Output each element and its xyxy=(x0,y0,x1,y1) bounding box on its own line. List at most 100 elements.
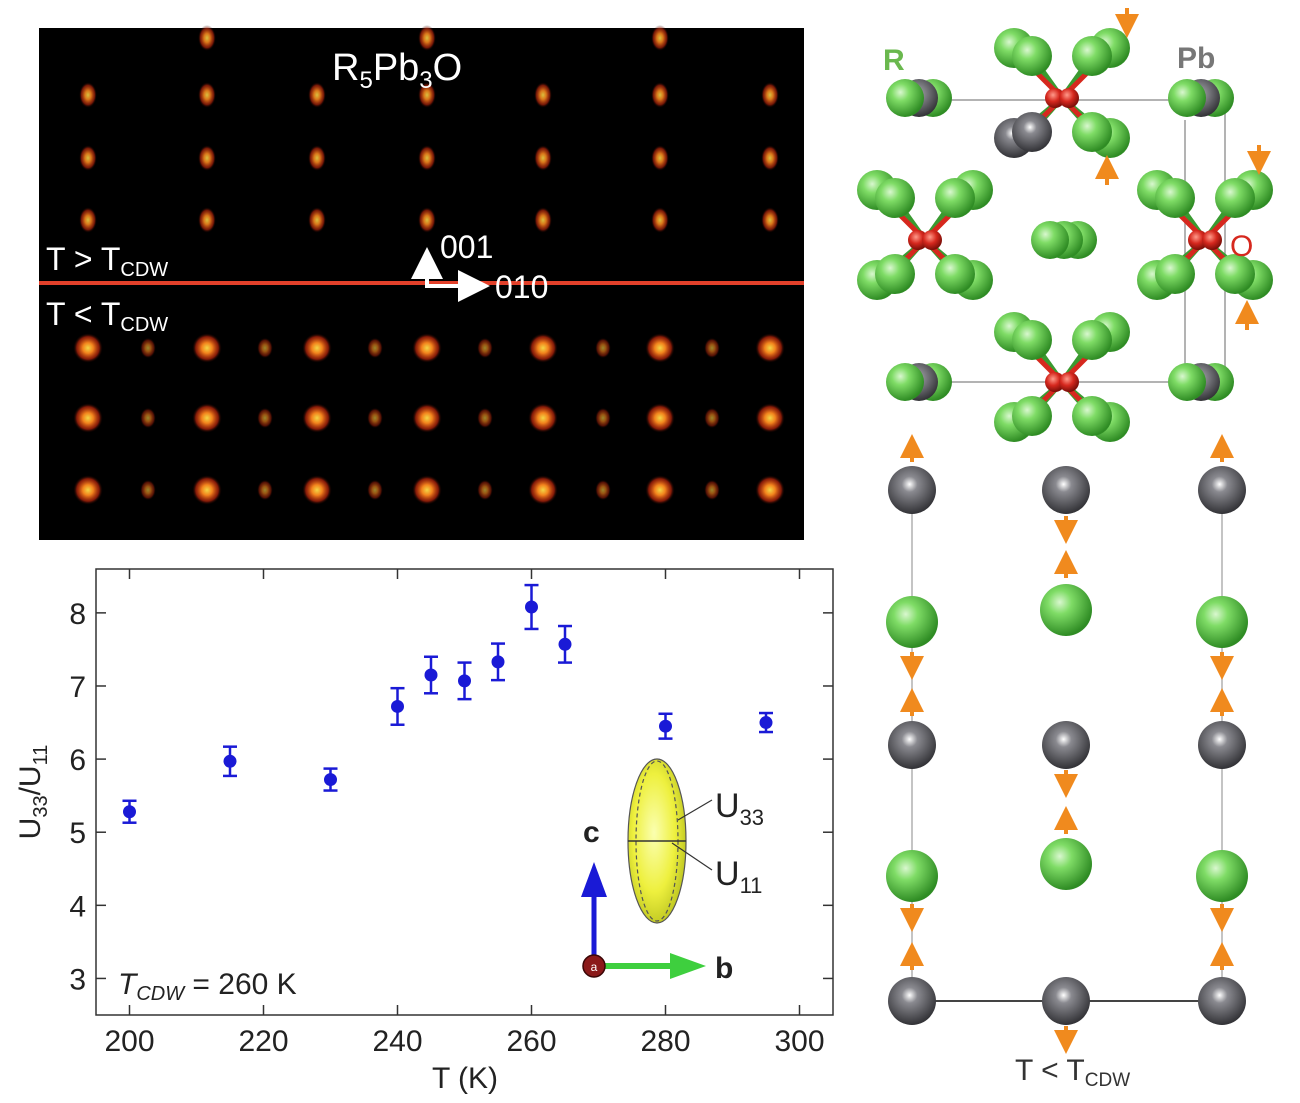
diffraction-spot xyxy=(73,403,103,433)
diffraction-spot xyxy=(651,82,669,108)
pb-atom xyxy=(1042,466,1090,514)
diffraction-spot xyxy=(477,479,493,501)
diffraction-spot xyxy=(79,82,97,108)
diffraction-spot xyxy=(645,403,675,433)
diffraction-spot xyxy=(367,479,383,501)
axis-001-label: 001 xyxy=(440,229,493,265)
a-axis-label: a xyxy=(591,960,598,974)
pb-atom xyxy=(888,977,936,1025)
diffraction-spot xyxy=(651,207,669,233)
diffraction-spot xyxy=(761,145,779,171)
data-point xyxy=(424,668,438,682)
r-atom xyxy=(1215,178,1255,218)
diffraction-panel: R5Pb3O T > TCDW T < TCDW 001 010 xyxy=(39,25,804,540)
o-atom xyxy=(1202,230,1222,250)
diffraction-spot xyxy=(528,475,558,505)
r-atom xyxy=(1072,36,1112,76)
diffraction-spot xyxy=(302,403,332,433)
axis-ticks: 200 220 240 260 280 300 3 4 5 6 7 8 xyxy=(69,569,833,1058)
r-atom xyxy=(1012,396,1052,436)
u11-leader xyxy=(671,842,713,871)
x-axis-label: T (K) xyxy=(432,1062,498,1095)
y-tick-label: 3 xyxy=(69,963,86,996)
top-structure-atoms xyxy=(857,8,1273,442)
r-atom xyxy=(1040,584,1092,636)
diffraction-spot xyxy=(761,82,779,108)
pb-atom xyxy=(1042,977,1090,1025)
r-atom xyxy=(1215,254,1255,294)
o-atom xyxy=(1059,372,1079,392)
diffraction-spot xyxy=(257,337,273,359)
diffraction-spot xyxy=(418,82,436,108)
pb-atom xyxy=(1198,977,1246,1025)
r-atom xyxy=(1072,112,1112,152)
diffraction-spot xyxy=(528,403,558,433)
diffraction-spot xyxy=(651,145,669,171)
data-points xyxy=(122,583,773,824)
x-tick-label: 200 xyxy=(104,1025,154,1058)
r-atom xyxy=(1072,396,1112,436)
diffraction-spot xyxy=(140,337,156,359)
compound-title: R5Pb3O xyxy=(332,47,462,94)
data-point xyxy=(491,655,505,669)
r-atom xyxy=(875,178,915,218)
diffraction-spot xyxy=(595,407,611,429)
ellipsoid-inset: U33 U11 c b a xyxy=(581,758,764,985)
u33-label: U33 xyxy=(715,787,764,830)
o-atom xyxy=(1188,230,1208,250)
b-axis-arrowhead xyxy=(670,953,706,979)
r-atom xyxy=(1040,838,1092,890)
diffraction-spot xyxy=(755,333,785,363)
r-atom xyxy=(875,254,915,294)
diffraction-spot xyxy=(645,475,675,505)
diffraction-spot xyxy=(528,333,558,363)
diffraction-spot xyxy=(595,337,611,359)
bottom-caption: T < TCDW xyxy=(1015,1054,1130,1091)
x-tick-label: 260 xyxy=(506,1025,556,1058)
diffraction-spot xyxy=(73,333,103,363)
data-point xyxy=(324,773,337,787)
pb-atom xyxy=(888,466,936,514)
diffraction-spot xyxy=(192,333,222,363)
diffraction-spot xyxy=(412,333,442,363)
r-atom xyxy=(935,178,975,218)
r-atom xyxy=(1155,254,1195,294)
diffraction-spot xyxy=(595,479,611,501)
x-tick-label: 220 xyxy=(238,1025,288,1058)
diffraction-spot xyxy=(534,145,552,171)
x-tick-label: 240 xyxy=(372,1025,422,1058)
diffraction-spot xyxy=(704,407,720,429)
tcdw-annotation: TCDW = 260 K xyxy=(118,968,297,1005)
u11-label: U11 xyxy=(715,855,762,898)
data-point xyxy=(458,674,471,688)
diffraction-spot xyxy=(79,207,97,233)
diffraction-spot xyxy=(257,407,273,429)
diffraction-spot xyxy=(198,25,216,51)
u33-leader xyxy=(677,799,713,821)
diffraction-spot xyxy=(704,337,720,359)
diffraction-spot xyxy=(651,25,669,51)
diffraction-spot xyxy=(412,403,442,433)
diffraction-spot xyxy=(412,475,442,505)
o-atom xyxy=(1059,88,1079,108)
diffraction-spot xyxy=(140,407,156,429)
diffraction-spot xyxy=(73,475,103,505)
diffraction-spot xyxy=(418,25,436,51)
diffraction-spot xyxy=(198,145,216,171)
r-atom xyxy=(1155,178,1195,218)
label-r: R xyxy=(883,44,905,77)
diffraction-spot xyxy=(534,82,552,108)
diffraction-spot xyxy=(192,475,222,505)
pb-atom xyxy=(1042,721,1090,769)
diffraction-spot xyxy=(308,145,326,171)
r-atom xyxy=(1168,363,1206,401)
y-tick-label: 4 xyxy=(69,890,86,923)
r-atom xyxy=(1031,221,1069,259)
pb-atom xyxy=(888,721,936,769)
r-atom xyxy=(1072,320,1112,360)
diffraction-spot xyxy=(761,207,779,233)
o-atom xyxy=(908,230,928,250)
data-point xyxy=(759,716,773,730)
data-point xyxy=(391,699,404,713)
